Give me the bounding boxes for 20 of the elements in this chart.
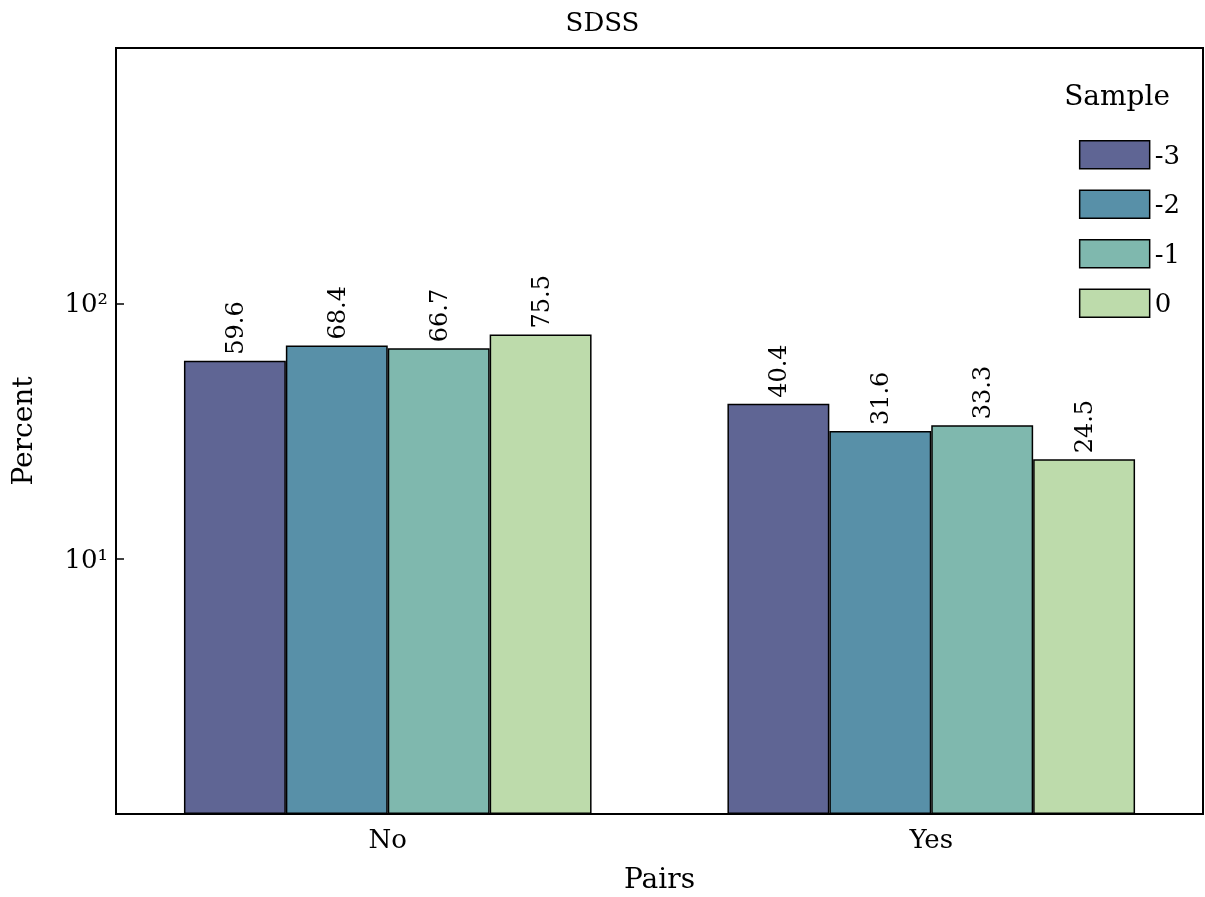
legend-label: -3: [1154, 139, 1180, 170]
data-label: 75.5: [526, 275, 555, 329]
y-axis-title: Percent: [5, 375, 39, 486]
data-label: 40.4: [764, 344, 793, 398]
y-tick-label: 10¹: [64, 543, 108, 574]
data-label: 31.6: [866, 371, 895, 426]
legend-label: -2: [1154, 189, 1180, 220]
data-label: 33.3: [968, 365, 997, 420]
x-tick-label: No: [368, 824, 407, 854]
y-tick-label: 10²: [64, 288, 108, 319]
data-label: 66.7: [424, 288, 453, 343]
x-tick-label: Yes: [908, 824, 954, 854]
data-label: 24.5: [1070, 399, 1099, 454]
data-label: 59.6: [220, 301, 249, 355]
data-label: 68.4: [322, 286, 351, 340]
x-axis-title: Pairs: [624, 861, 695, 895]
legend-title: Sample: [1064, 78, 1170, 112]
legend-label: -1: [1154, 238, 1180, 269]
chart-title: SDSS: [565, 7, 640, 37]
legend-label: 0: [1154, 288, 1172, 319]
